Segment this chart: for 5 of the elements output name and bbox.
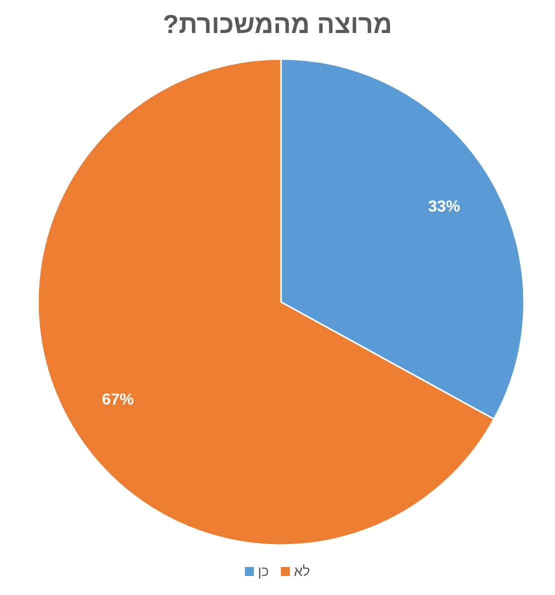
legend-label: לא — [294, 563, 310, 579]
data-label: 33% — [428, 198, 460, 216]
chart-title: מרוצה מהמשכורת? — [162, 9, 392, 39]
data-label: 67% — [102, 391, 134, 408]
legend-label: כן — [258, 563, 269, 579]
